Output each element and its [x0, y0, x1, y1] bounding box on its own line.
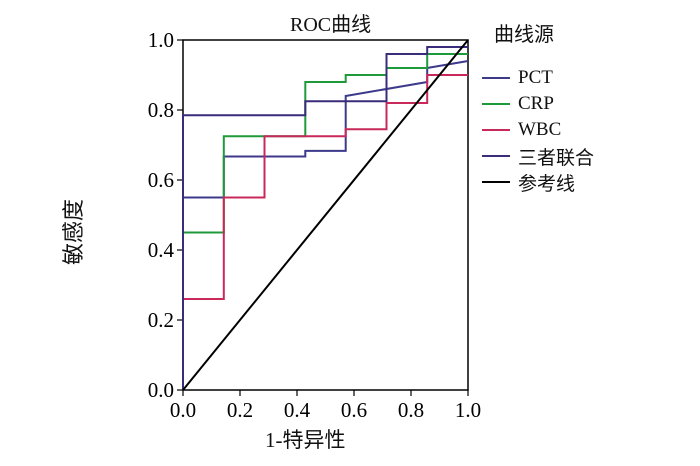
y-tick-label-1: 0.2: [148, 308, 174, 332]
y-tick-label-4: 0.8: [148, 98, 174, 122]
legend-swatch-pct: [482, 77, 510, 79]
series-line-wbc: [182, 74, 468, 390]
x-tick-label-4: 0.8: [398, 398, 424, 422]
legend-label-combined: 三者联合: [518, 147, 595, 169]
legend-label-crp: CRP: [518, 93, 554, 114]
x-tick-label-1: 0.2: [227, 398, 253, 422]
y-tick-label-3: 0.6: [148, 168, 174, 192]
legend-swatch-crp: [482, 103, 510, 105]
legend-title: 曲线源: [494, 24, 554, 46]
legend-item-wbc: WBC: [482, 117, 692, 143]
x-tick-label-0: 0.0: [170, 398, 196, 422]
legend-swatch-wbc: [482, 129, 510, 131]
series-line-combined: [182, 46, 468, 390]
legend-label-pct: PCT: [518, 67, 553, 88]
series-line-crp: [182, 53, 468, 390]
legend-item-combined: 三者联合: [482, 143, 692, 169]
y-axis-label: 敏感度: [61, 198, 86, 266]
legend-label-reference: 参考线: [518, 173, 576, 195]
legend-swatch-combined: [482, 155, 510, 157]
legend-item-crp: CRP: [482, 91, 692, 117]
x-tick-label-2: 0.4: [284, 398, 311, 422]
x-axis-label: 1-特异性: [265, 428, 346, 452]
legend-label-wbc: WBC: [518, 119, 562, 140]
tick-layer: 0.0 0.2 0.4 0.6 0.8 1.0 0.0 0.2 0.4 0.6 0.8 1.0: [148, 28, 481, 422]
series-line-pct: [182, 60, 469, 390]
series-line-reference: [182, 39, 469, 391]
chart-title: ROC曲线: [290, 14, 372, 36]
y-tick-label-0: 0.0: [148, 378, 174, 402]
y-tick-label-5: 1.0: [148, 28, 174, 52]
series-layer: [182, 39, 469, 391]
legend-swatch-reference: [482, 181, 510, 183]
legend-item-pct: PCT: [482, 65, 692, 91]
legend: 曲线源 PCT CRP WBC 三者联合 参考线: [482, 18, 692, 195]
x-tick-label-3: 0.6: [341, 398, 367, 422]
legend-item-reference: 参考线: [482, 169, 692, 195]
y-tick-label-2: 0.4: [148, 238, 175, 262]
x-tick-label-5: 1.0: [455, 398, 481, 422]
